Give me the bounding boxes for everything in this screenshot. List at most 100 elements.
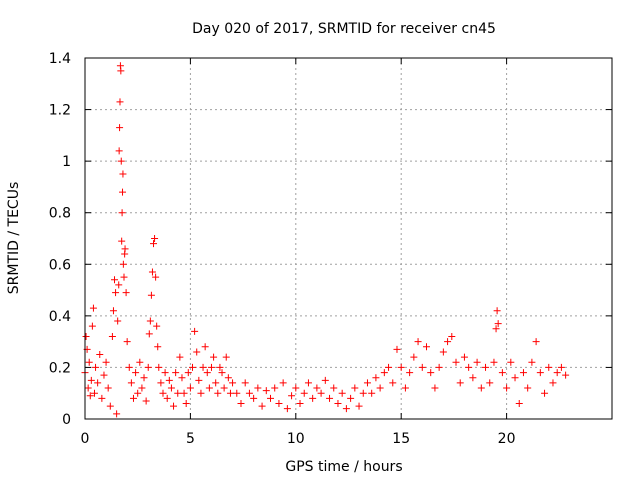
data-point bbox=[363, 379, 371, 387]
data-point bbox=[557, 363, 565, 371]
data-point bbox=[397, 363, 405, 371]
data-point bbox=[127, 379, 135, 387]
data-point bbox=[511, 374, 519, 382]
y-tick-label: 0.6 bbox=[49, 257, 71, 273]
data-point bbox=[84, 384, 92, 392]
data-point bbox=[112, 289, 120, 297]
data-point bbox=[161, 369, 169, 377]
data-point bbox=[492, 325, 500, 333]
data-point bbox=[151, 235, 159, 242]
data-point bbox=[138, 384, 146, 392]
data-point bbox=[220, 384, 228, 392]
plot-area-frame bbox=[84, 57, 613, 420]
chart-title: Day 020 of 2017, SRMTID for receiver cn4… bbox=[192, 21, 496, 37]
data-point bbox=[153, 322, 161, 330]
data-point bbox=[410, 353, 418, 361]
data-point bbox=[347, 394, 355, 402]
data-point bbox=[116, 98, 124, 106]
data-point bbox=[90, 389, 98, 397]
data-point bbox=[267, 394, 275, 402]
data-point bbox=[111, 276, 119, 284]
data-point bbox=[541, 389, 549, 397]
data-point bbox=[176, 353, 184, 361]
data-point bbox=[129, 394, 137, 402]
y-tick-label: 0.2 bbox=[49, 360, 71, 376]
y-tick-label: 1.2 bbox=[49, 103, 71, 119]
data-point bbox=[536, 369, 544, 377]
data-point bbox=[147, 291, 155, 299]
data-point bbox=[288, 392, 296, 400]
data-points bbox=[81, 62, 570, 418]
data-point bbox=[477, 384, 485, 392]
data-point bbox=[389, 379, 397, 387]
data-point bbox=[507, 358, 515, 366]
data-point bbox=[515, 400, 523, 408]
data-point bbox=[431, 384, 439, 392]
data-point bbox=[210, 353, 218, 361]
data-point bbox=[172, 369, 180, 377]
data-point bbox=[189, 363, 197, 371]
data-point bbox=[98, 394, 106, 402]
data-point bbox=[317, 389, 325, 397]
data-point bbox=[422, 343, 430, 351]
data-point bbox=[493, 307, 501, 315]
data-point bbox=[118, 209, 126, 217]
data-point bbox=[96, 351, 104, 359]
data-point bbox=[170, 402, 178, 410]
data-point bbox=[115, 147, 123, 155]
data-point bbox=[321, 376, 329, 384]
data-point bbox=[108, 332, 116, 340]
y-tick-label: 0.4 bbox=[49, 309, 71, 325]
data-point bbox=[178, 374, 186, 382]
data-point bbox=[155, 363, 163, 371]
data-point bbox=[102, 358, 110, 366]
data-point bbox=[338, 389, 346, 397]
data-point bbox=[86, 392, 94, 400]
data-point bbox=[532, 338, 540, 346]
data-point bbox=[401, 384, 409, 392]
data-point bbox=[87, 376, 95, 384]
data-point bbox=[100, 371, 108, 379]
data-point bbox=[229, 379, 237, 387]
data-point bbox=[163, 394, 171, 402]
data-point bbox=[241, 379, 249, 387]
grid-lines bbox=[85, 58, 612, 419]
data-point bbox=[359, 389, 367, 397]
data-point bbox=[82, 332, 90, 340]
y-tick-label: 1 bbox=[62, 154, 71, 170]
data-point bbox=[439, 348, 447, 356]
data-point bbox=[167, 384, 175, 392]
data-point bbox=[498, 369, 506, 377]
data-point bbox=[104, 384, 112, 392]
data-point bbox=[121, 245, 129, 253]
data-point bbox=[92, 363, 100, 371]
data-point bbox=[296, 400, 304, 408]
data-point bbox=[385, 363, 393, 371]
data-point bbox=[132, 369, 140, 377]
data-point bbox=[144, 363, 152, 371]
data-point bbox=[119, 170, 127, 178]
data-point bbox=[216, 363, 224, 371]
data-point bbox=[146, 317, 154, 325]
data-point bbox=[553, 369, 561, 377]
y-tick-label: 1.4 bbox=[49, 51, 71, 67]
data-point bbox=[427, 369, 435, 377]
data-point bbox=[245, 389, 253, 397]
data-point bbox=[125, 363, 133, 371]
data-point bbox=[418, 363, 426, 371]
data-point bbox=[180, 389, 188, 397]
data-point bbox=[524, 384, 532, 392]
data-point bbox=[150, 240, 158, 248]
data-point bbox=[118, 237, 126, 245]
data-point bbox=[203, 369, 211, 377]
data-point bbox=[159, 389, 167, 397]
y-tick-label: 0.8 bbox=[49, 206, 71, 222]
data-point bbox=[186, 384, 194, 392]
data-point bbox=[197, 389, 205, 397]
data-point bbox=[545, 363, 553, 371]
data-point bbox=[444, 338, 452, 346]
data-point bbox=[88, 322, 96, 330]
data-point bbox=[342, 405, 350, 413]
data-point bbox=[109, 307, 117, 315]
